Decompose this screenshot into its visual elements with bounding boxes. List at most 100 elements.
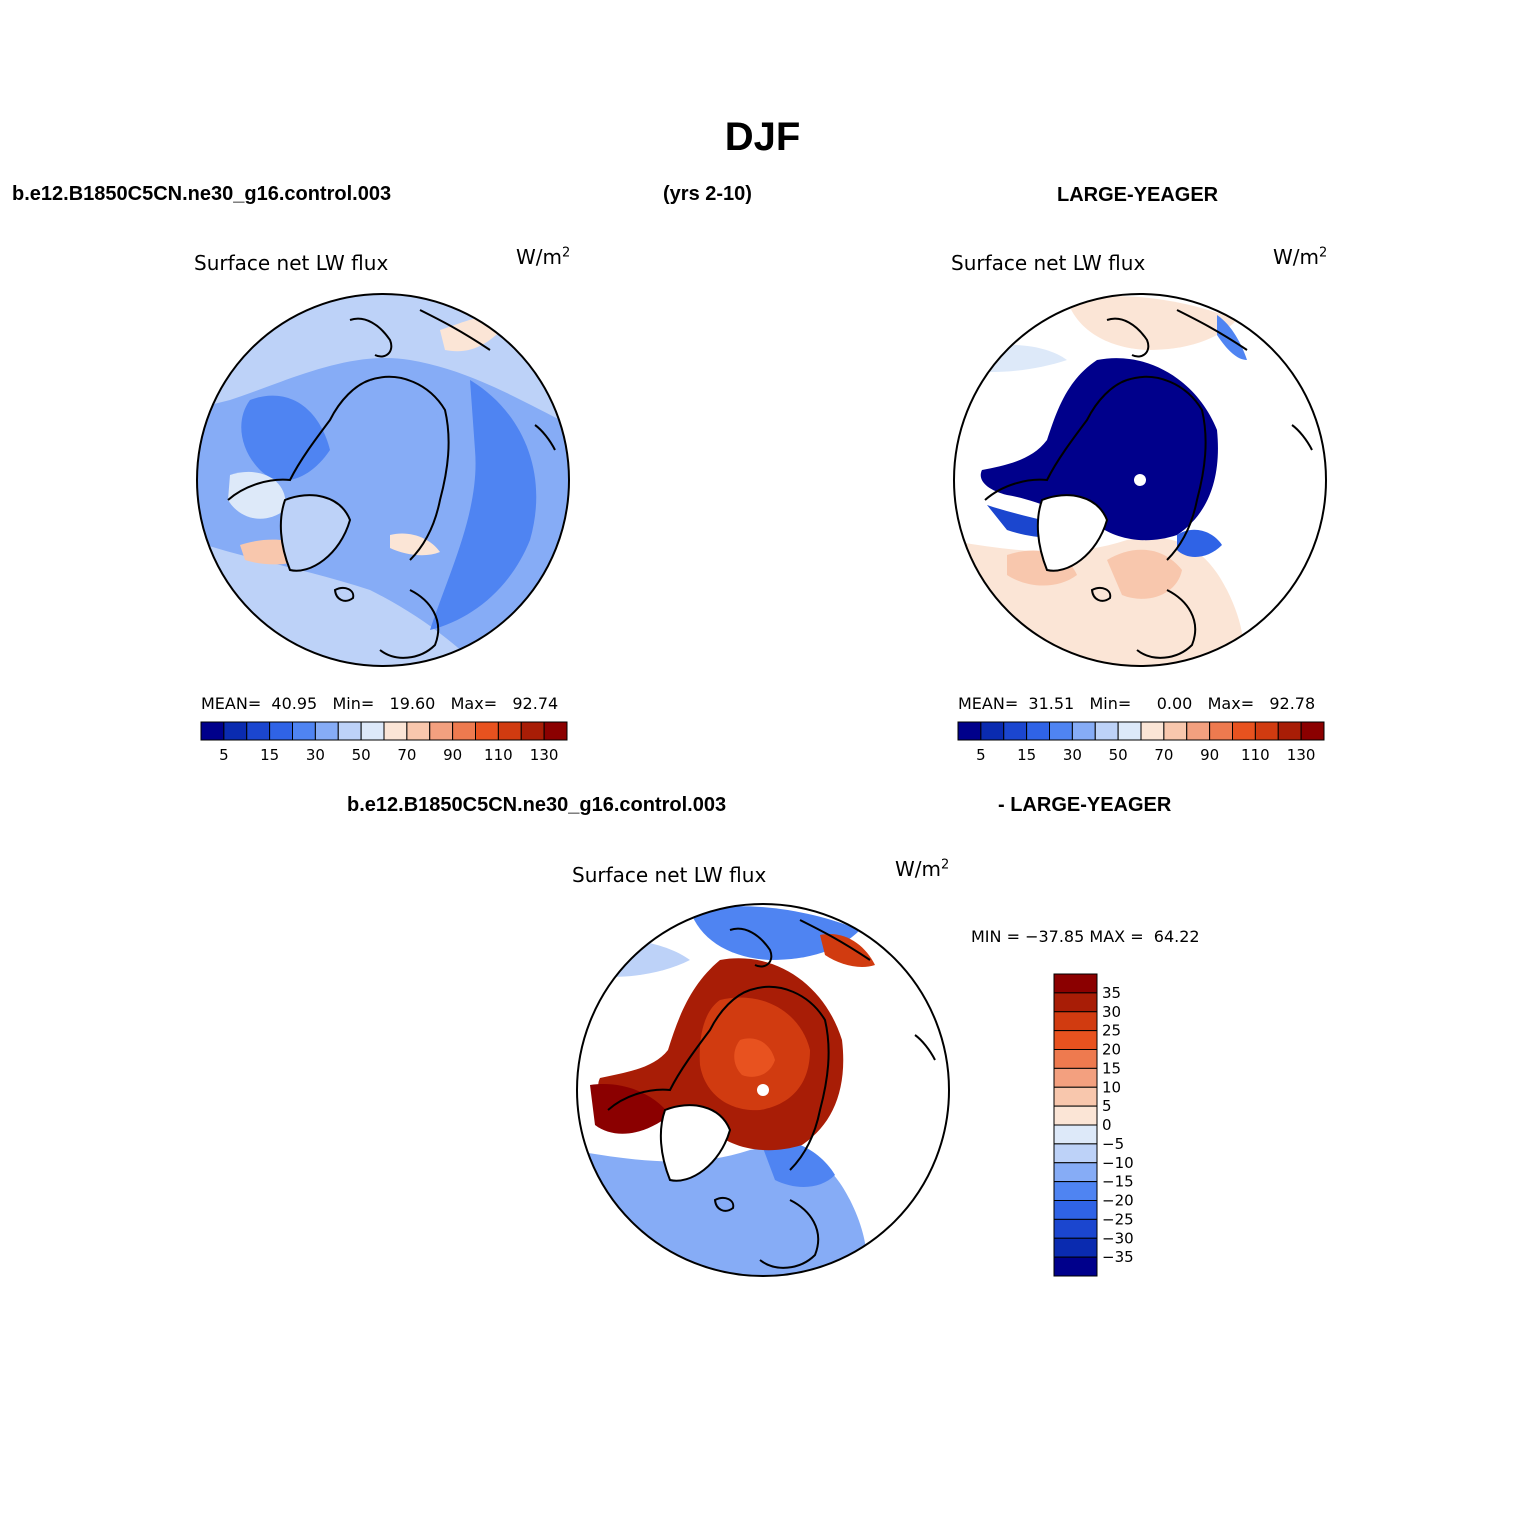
model-colorbar-box bbox=[383, 721, 408, 741]
model-field-alaska bbox=[228, 471, 286, 519]
diff-colorbar-tick-label: 20 bbox=[1102, 1041, 1121, 1059]
model-colorbar-tick-label: 130 bbox=[530, 746, 559, 764]
obs-colorbar-tick-label: 5 bbox=[976, 746, 986, 764]
model-colorbar-box bbox=[429, 721, 454, 741]
model-stats: MEAN= 40.95 Min= 19.60 Max= 92.74 bbox=[201, 694, 559, 713]
figure-title: DJF bbox=[724, 115, 801, 159]
model-colorbar-box bbox=[360, 721, 385, 741]
model-colorbar: 5 15 30 50 70 90 110 130 bbox=[200, 721, 568, 764]
diff-units: W/m2 bbox=[895, 857, 950, 881]
model-field-greenland bbox=[280, 495, 350, 571]
obs-field-okhotsk bbox=[1217, 315, 1247, 360]
obs-units: W/m2 bbox=[1273, 245, 1328, 269]
obs-panel-title: Surface net LW flux bbox=[951, 251, 1146, 275]
obs-coastlines bbox=[984, 309, 1313, 659]
obs-field-ice-edge-atlantic bbox=[1177, 529, 1222, 557]
diff-colorbar-box bbox=[1053, 1049, 1098, 1069]
model-colorbar-tick-label: 70 bbox=[397, 746, 416, 764]
diff-field-greenland bbox=[660, 1105, 730, 1181]
diff-field-pole-core bbox=[734, 1038, 775, 1077]
obs-colorbar: 5 15 30 50 70 90 110 130 bbox=[957, 721, 1325, 764]
model-colorbar-box bbox=[246, 721, 271, 741]
model-units: W/m2 bbox=[516, 245, 571, 269]
diff-colorbar-box bbox=[1053, 1124, 1098, 1145]
obs-colorbar-box bbox=[1049, 721, 1073, 741]
obs-map bbox=[953, 293, 1327, 667]
model-colorbar-box bbox=[497, 721, 522, 741]
diff-colorbar-box bbox=[1053, 992, 1098, 1013]
obs-colorbar-tick-label: 130 bbox=[1287, 746, 1316, 764]
diff-coastlines bbox=[607, 919, 936, 1269]
model-colorbar-box bbox=[543, 721, 568, 741]
obs-colorbar-tick-label: 50 bbox=[1109, 746, 1128, 764]
obs-colorbar-box bbox=[1026, 721, 1050, 741]
diff-colorbar-box bbox=[1053, 1162, 1098, 1183]
obs-field-norwegian bbox=[1107, 549, 1182, 599]
model-colorbar-box bbox=[337, 721, 362, 741]
model-colorbar-box bbox=[520, 721, 545, 741]
obs-colorbar-tick-label: 30 bbox=[1063, 746, 1082, 764]
obs-colorbar-box bbox=[1071, 721, 1096, 741]
obs-label: LARGE-YEAGER bbox=[1057, 184, 1219, 206]
diff-colorbar-tick-label: 25 bbox=[1102, 1022, 1121, 1040]
obs-stats: MEAN= 31.51 Min= 0.00 Max= 92.78 bbox=[958, 694, 1316, 713]
obs-colorbar-box bbox=[1163, 721, 1188, 741]
diff-colorbar-tick-label: −5 bbox=[1102, 1135, 1124, 1153]
obs-colorbar-box bbox=[1094, 721, 1119, 741]
obs-field-greenland bbox=[1037, 495, 1107, 571]
diff-colorbar-tick-label: 35 bbox=[1102, 984, 1121, 1002]
diff-case-label: b.e12.B1850C5CN.ne30_g16.control.003 bbox=[347, 794, 727, 816]
model-field-arctic-ocean bbox=[298, 373, 451, 526]
model-colorbar-box bbox=[269, 721, 293, 741]
diff-colorbar-box bbox=[1053, 1067, 1098, 1088]
obs-colorbar-tick-label: 90 bbox=[1200, 746, 1219, 764]
obs-colorbar-box bbox=[1117, 721, 1142, 741]
diff-panel-title: Surface net LW flux bbox=[572, 863, 767, 887]
years-label: (yrs 2-10) bbox=[663, 183, 752, 205]
model-colorbar-box bbox=[475, 721, 499, 741]
obs-colorbar-box bbox=[1254, 721, 1279, 741]
model-colorbar-box bbox=[200, 721, 225, 741]
diff-colorbar-tick-label: 10 bbox=[1102, 1078, 1121, 1096]
obs-field-bering bbox=[1067, 296, 1237, 350]
model-colorbar-tick-label: 90 bbox=[443, 746, 462, 764]
diff-pole-hole bbox=[757, 1084, 769, 1096]
model-colorbar-tick-label: 5 bbox=[219, 746, 229, 764]
diff-map-border bbox=[576, 903, 950, 1277]
model-coastlines bbox=[227, 309, 556, 659]
diff-colorbar-box bbox=[1053, 1237, 1098, 1258]
obs-field-sea-ice bbox=[980, 358, 1218, 541]
diff-colorbar-box bbox=[1053, 1011, 1098, 1032]
diff-stats: MIN = −37.85 MAX = 64.22 bbox=[971, 927, 1200, 946]
obs-colorbar-box bbox=[1209, 721, 1233, 741]
model-colorbar-tick-label: 30 bbox=[306, 746, 325, 764]
diff-colorbar-tick-label: −10 bbox=[1102, 1154, 1134, 1172]
obs-field-north-atlantic bbox=[954, 537, 1244, 666]
model-panel-title: Surface net LW flux bbox=[194, 251, 389, 275]
diff-colorbar-tick-label: −30 bbox=[1102, 1229, 1134, 1247]
model-field-siberia bbox=[430, 380, 537, 630]
model-colorbar-tick-label: 50 bbox=[352, 746, 371, 764]
diff-colorbar-tick-label: −15 bbox=[1102, 1173, 1134, 1191]
obs-map-border bbox=[953, 293, 1327, 667]
case-label: b.e12.B1850C5CN.ne30_g16.control.003 bbox=[12, 183, 392, 205]
model-colorbar-box bbox=[406, 721, 431, 741]
model-map bbox=[196, 293, 570, 667]
diff-colorbar-box bbox=[1053, 973, 1098, 994]
diff-map bbox=[576, 903, 950, 1277]
diff-colorbar-tick-label: −20 bbox=[1102, 1192, 1134, 1210]
model-field-canada bbox=[241, 395, 330, 481]
obs-colorbar-box bbox=[957, 721, 982, 741]
obs-colorbar-tick-label: 15 bbox=[1017, 746, 1036, 764]
diff-colorbar-box bbox=[1053, 1200, 1098, 1220]
obs-colorbar-tick-label: 110 bbox=[1241, 746, 1270, 764]
diff-field-alaska bbox=[590, 1084, 670, 1134]
obs-colorbar-box bbox=[1232, 721, 1256, 741]
obs-colorbar-box bbox=[1300, 721, 1325, 741]
model-field-norwegian-warm bbox=[390, 533, 440, 556]
diff-colorbar-tick-label: 30 bbox=[1102, 1003, 1121, 1021]
diff-colorbar-box bbox=[1053, 1105, 1098, 1126]
diff-colorbar-box bbox=[1053, 1181, 1098, 1201]
obs-colorbar-box bbox=[1140, 721, 1165, 741]
model-colorbar-box bbox=[452, 721, 476, 741]
